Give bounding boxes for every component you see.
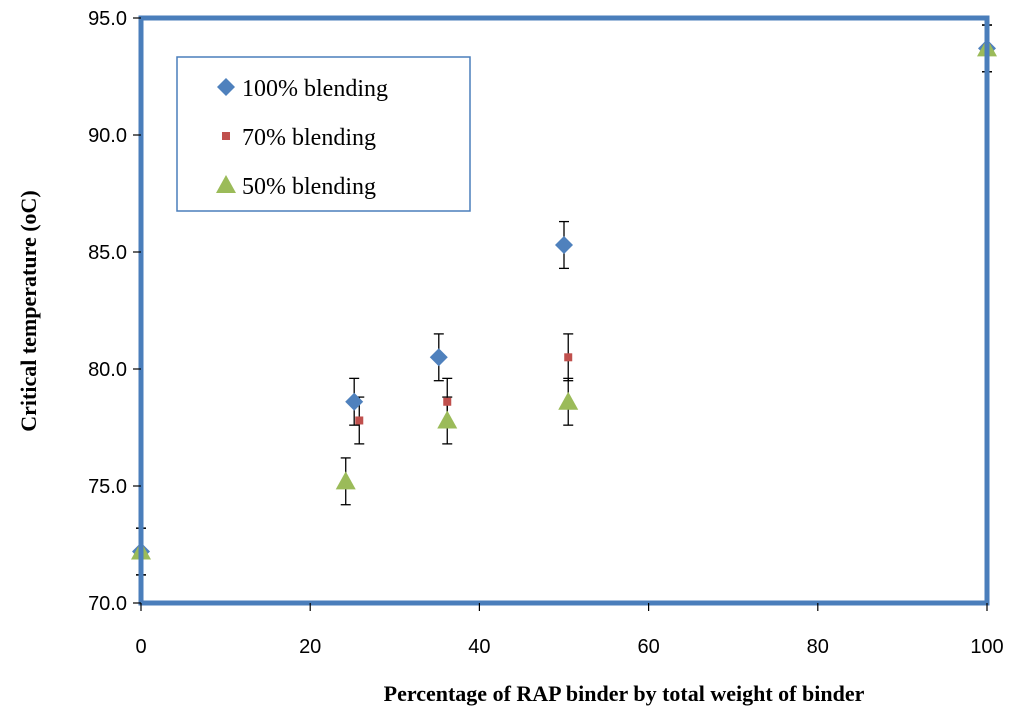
y-tick-label: 95.0 — [88, 8, 127, 30]
y-tick-label: 90.0 — [88, 125, 127, 147]
data-point-triangle — [558, 391, 579, 410]
data-point-square — [355, 416, 364, 425]
x-axis-title: Percentage of RAP binder by total weight… — [384, 681, 865, 706]
legend-square-icon — [222, 132, 230, 140]
legend-label-100-blending: 100% blending — [242, 76, 388, 102]
legend-diamond-icon — [217, 78, 235, 96]
legend-item-70: 70% blending — [222, 125, 376, 151]
x-tick-label: 0 — [135, 636, 146, 658]
legend-item-50: 50% blending — [216, 174, 376, 200]
x-tick-label: 40 — [468, 636, 490, 658]
legend-marker-square — [222, 132, 230, 140]
legend: 100% blending 70% blending 50% blending — [176, 56, 471, 212]
data-point-diamond — [555, 235, 573, 254]
y-tick-label: 80.0 — [88, 359, 127, 381]
data-point-diamond — [345, 392, 364, 411]
legend-marker-triangle — [216, 175, 236, 193]
data-point-triangle — [335, 471, 356, 490]
data-point-triangle — [437, 410, 458, 429]
y-axis-ticks: 70.0 75.0 80.0 85.0 90.0 95.0 — [88, 8, 141, 615]
y-tick-label: 75.0 — [88, 476, 127, 498]
data-point-diamond — [429, 348, 448, 367]
data-point-square — [564, 353, 573, 362]
x-tick-label: 80 — [807, 636, 829, 658]
x-axis-ticks: 0 20 40 60 80 100 — [135, 603, 1004, 658]
legend-label-70-blending: 70% blending — [242, 125, 376, 151]
x-tick-label: 100 — [970, 636, 1003, 658]
y-tick-label: 70.0 — [88, 593, 127, 615]
legend-label-50-blending: 50% blending — [242, 174, 376, 200]
x-tick-label: 20 — [299, 636, 321, 658]
data-point-square — [443, 397, 452, 406]
y-axis-title: Critical temperature (oC) — [16, 190, 41, 432]
x-tick-label: 60 — [637, 636, 659, 658]
legend-triangle-icon — [216, 175, 236, 193]
legend-marker-diamond — [217, 78, 235, 96]
plot-area-border — [138, 15, 990, 606]
legend-item-100: 100% blending — [217, 76, 388, 102]
y-tick-label: 85.0 — [88, 242, 127, 264]
markers-layer — [131, 38, 997, 561]
